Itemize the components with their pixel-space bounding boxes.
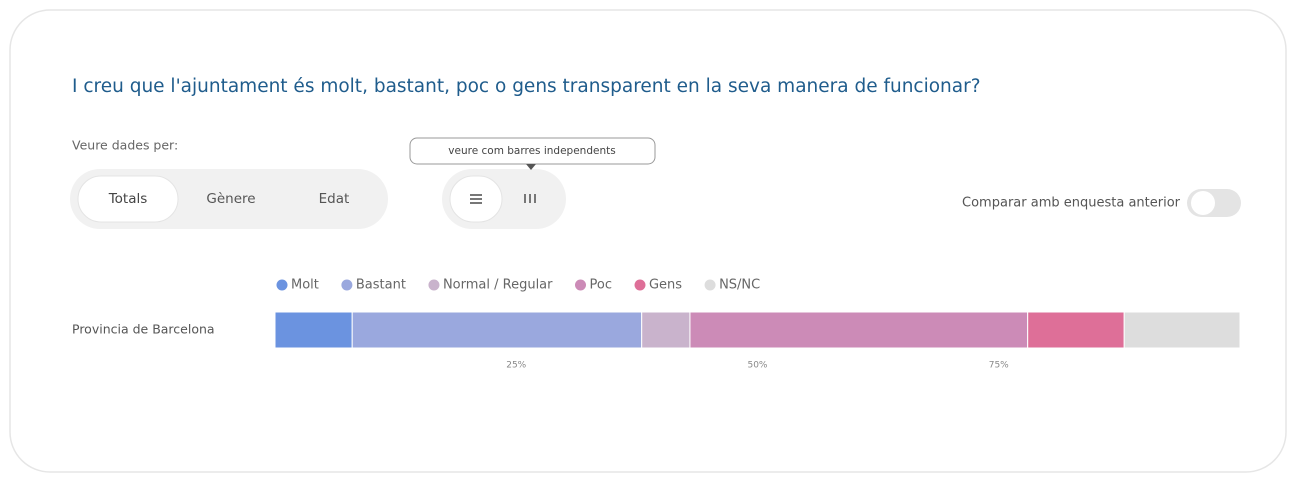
bar-segment	[1123, 311, 1241, 349]
legend-dot	[276, 279, 288, 291]
grouped-view-button[interactable]	[524, 194, 536, 203]
question-title: I creu que l'ajuntament és molt, bastant…	[72, 76, 981, 97]
bar-segment	[689, 311, 1029, 349]
stacked-icon	[470, 194, 482, 204]
bar-segment	[1027, 311, 1125, 349]
legend-dot	[634, 279, 646, 291]
compare-label: Comparar amb enquesta anterior	[962, 196, 1181, 211]
bar-segment	[351, 311, 643, 349]
category-label: Provincia de Barcelona	[72, 322, 215, 337]
x-tick-label: 75%	[989, 361, 1009, 371]
legend-label: Gens	[649, 278, 682, 293]
bar-segment	[274, 311, 353, 349]
view-by-label: Veure dades per:	[72, 138, 178, 153]
legend-dot	[428, 279, 440, 291]
tooltip-text: veure com barres independents	[448, 145, 615, 157]
x-tick-label: 50%	[747, 361, 767, 371]
tab[interactable]: Gènere	[206, 191, 255, 207]
x-tick-label: 25%	[506, 361, 526, 371]
bar-segment	[641, 311, 691, 349]
legend-dot	[575, 279, 586, 291]
legend-dot	[704, 279, 716, 291]
legend-dot	[341, 279, 353, 291]
legend-label: Poc	[590, 278, 612, 293]
legend-label: Normal / Regular	[443, 278, 553, 293]
tab-selected[interactable]	[77, 175, 179, 223]
legend-label: Bastant	[356, 278, 406, 293]
legend-label: Molt	[291, 278, 319, 293]
card	[9, 9, 1287, 473]
tab[interactable]: Edat	[319, 191, 350, 207]
tab[interactable]: Totals	[108, 191, 148, 207]
tooltip-arrow	[526, 164, 536, 170]
switch-knob	[1191, 191, 1215, 215]
legend-label: NS/NC	[719, 278, 760, 293]
